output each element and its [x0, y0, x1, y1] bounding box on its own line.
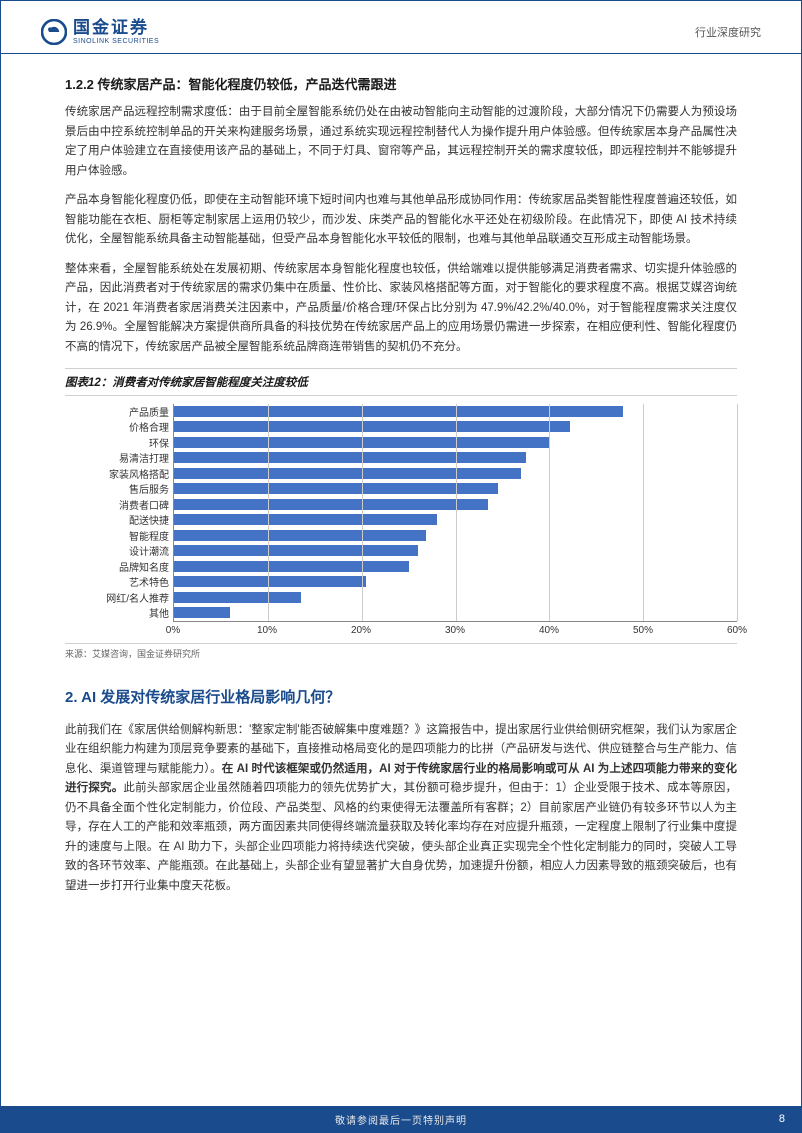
bar-track	[173, 404, 737, 420]
bar-label: 易清洁打理	[75, 450, 173, 465]
bar-row: 家装风格搭配	[75, 466, 737, 482]
bar-row: 网红/名人推荐	[75, 590, 737, 606]
bar-track	[173, 605, 737, 621]
bar-fill	[174, 499, 488, 510]
x-tick-label: 50%	[633, 625, 653, 636]
logo: 国金证券 SINOLINK SECURITIES	[41, 19, 159, 45]
bar-row: 价格合理	[75, 419, 737, 435]
footer-disclaimer: 敬请参阅最后一页特别声明	[335, 1112, 467, 1127]
bar-track	[173, 481, 737, 497]
bar-row: 产品质量	[75, 404, 737, 420]
bar-label: 网红/名人推荐	[75, 590, 173, 605]
x-tick-label: 30%	[445, 625, 465, 636]
logo-text-cn: 国金证券	[73, 19, 159, 36]
x-axis: 0%10%20%30%40%50%60%	[75, 621, 737, 639]
bar-label: 环保	[75, 435, 173, 450]
bar-fill	[174, 592, 301, 603]
bar-label: 设计潮流	[75, 543, 173, 558]
x-tick-label: 60%	[727, 625, 747, 636]
logo-text-en: SINOLINK SECURITIES	[73, 38, 159, 45]
bar-fill	[174, 561, 409, 572]
x-tick-label: 20%	[351, 625, 371, 636]
bar-label: 品牌知名度	[75, 559, 173, 574]
bar-track	[173, 543, 737, 559]
bar-label: 价格合理	[75, 419, 173, 434]
bar-fill	[174, 530, 426, 541]
section-2-para: 此前我们在《家居供给侧解构新思：'整家定制'能否破解集中度难题？》这篇报告中，提…	[65, 721, 737, 897]
bar-row: 设计潮流	[75, 543, 737, 559]
chart12-title: 图表12：消费者对传统家居智能程度关注度较低	[65, 377, 308, 389]
bar-track	[173, 512, 737, 528]
bar-label: 产品质量	[75, 404, 173, 419]
bar-row: 环保	[75, 435, 737, 451]
bar-label: 家装风格搭配	[75, 466, 173, 481]
bar-row: 消费者口碑	[75, 497, 737, 513]
bar-fill	[174, 607, 230, 618]
para-3: 整体来看，全屋智能系统处在发展初期、传统家居本身智能化程度也较低，供给端难以提供…	[65, 260, 737, 358]
bar-track	[173, 466, 737, 482]
bar-track	[173, 450, 737, 466]
bar-row: 其他	[75, 605, 737, 621]
bar-track	[173, 574, 737, 590]
chart12: 产品质量价格合理环保易清洁打理家装风格搭配售后服务消费者口碑配送快捷智能程度设计…	[65, 404, 737, 639]
bar-label: 其他	[75, 605, 173, 620]
page-header: 国金证券 SINOLINK SECURITIES 行业深度研究	[1, 1, 801, 54]
bar-row: 品牌知名度	[75, 559, 737, 575]
para-2: 产品本身智能化程度仍低，即使在主动智能环境下短时间内也难与其他单品形成协同作用：…	[65, 191, 737, 250]
bar-row: 艺术特色	[75, 574, 737, 590]
bar-track	[173, 419, 737, 435]
bar-row: 配送快捷	[75, 512, 737, 528]
x-tick-label: 10%	[257, 625, 277, 636]
bar-track	[173, 528, 737, 544]
x-axis-track: 0%10%20%30%40%50%60%	[173, 621, 737, 639]
bar-row: 售后服务	[75, 481, 737, 497]
s2-p1c: 此前头部家居企业虽然随着四项能力的领先优势扩大，其份额可稳步提升，但由于：1）企…	[65, 782, 737, 892]
page-footer: 敬请参阅最后一页特别声明 8	[1, 1106, 801, 1132]
bar-label: 艺术特色	[75, 574, 173, 589]
bar-track	[173, 590, 737, 606]
bar-fill	[174, 576, 366, 587]
section-2-heading: 2. AI 发展对传统家居行业格局影响几何？	[65, 686, 737, 707]
logo-icon	[41, 19, 67, 45]
bar-track	[173, 497, 737, 513]
chart12-source: 来源：艾媒咨询，国金证券研究所	[65, 643, 737, 660]
bar-fill	[174, 468, 521, 479]
bar-fill	[174, 514, 437, 525]
bar-row: 易清洁打理	[75, 450, 737, 466]
bar-label: 消费者口碑	[75, 497, 173, 512]
x-tick-label: 40%	[539, 625, 559, 636]
x-tick-label: 0%	[166, 625, 180, 636]
bar-fill	[174, 452, 526, 463]
para-1: 传统家居产品远程控制需求度低：由于目前全屋智能系统仍处在由被动智能向主动智能的过…	[65, 103, 737, 181]
page-number: 8	[779, 1113, 785, 1125]
doc-type: 行业深度研究	[695, 24, 761, 40]
bar-track	[173, 559, 737, 575]
bar-fill	[174, 545, 418, 556]
bar-row: 智能程度	[75, 528, 737, 544]
bar-label: 智能程度	[75, 528, 173, 543]
bar-fill	[174, 483, 498, 494]
section-1-2-2-title: 1.2.2 传统家居产品：智能化程度仍较低，产品迭代需跟进	[65, 74, 737, 93]
bar-fill	[174, 406, 623, 417]
page-content: 1.2.2 传统家居产品：智能化程度仍较低，产品迭代需跟进 传统家居产品远程控制…	[1, 54, 801, 926]
chart12-title-row: 图表12：消费者对传统家居智能程度关注度较低	[65, 368, 737, 396]
bar-track	[173, 435, 737, 451]
bar-label: 售后服务	[75, 481, 173, 496]
bar-fill	[174, 421, 570, 432]
bar-label: 配送快捷	[75, 512, 173, 527]
